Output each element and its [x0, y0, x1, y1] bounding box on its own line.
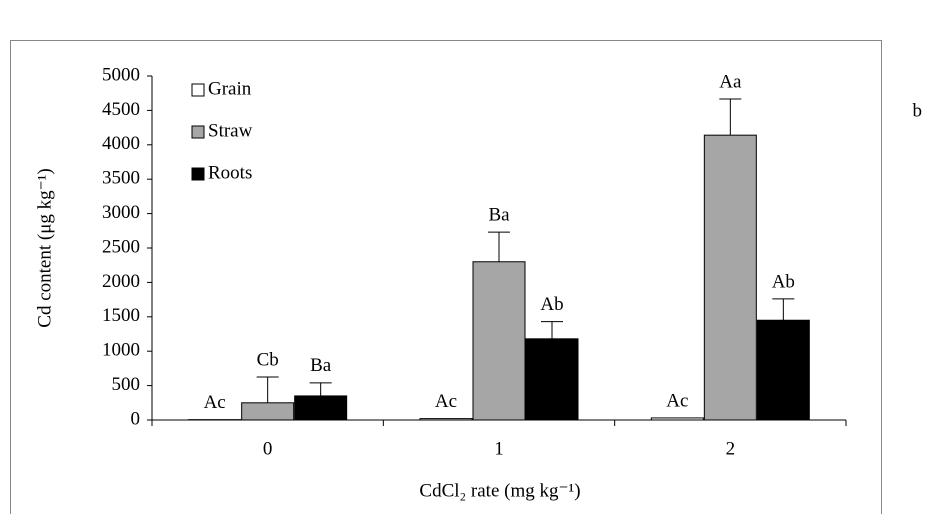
significance-letter: Cb — [257, 349, 279, 370]
significance-letter: Ac — [204, 392, 226, 413]
panel-label: b — [913, 100, 923, 121]
x-tick-label: 1 — [494, 438, 504, 459]
bar — [295, 396, 347, 420]
error-bar — [541, 322, 563, 339]
significance-letter: Aa — [719, 71, 742, 92]
bar — [242, 403, 294, 420]
legend-swatch — [192, 84, 204, 96]
significance-letter: Ab — [540, 294, 563, 315]
chart: b CdCl₂ rate (mg kg⁻¹) Cd content (μg kg… — [0, 0, 928, 514]
significance-letter: Ba — [488, 205, 510, 226]
significance-letter: Ac — [666, 390, 688, 411]
bar — [757, 320, 809, 420]
legend-label: Roots — [208, 162, 252, 183]
error-bar — [772, 299, 794, 320]
bar — [704, 135, 756, 420]
legend-swatch — [192, 126, 204, 138]
error-bar — [488, 232, 510, 262]
bar — [651, 418, 703, 420]
y-tick-label: 3500 — [102, 168, 140, 189]
x-axis-label: CdCl₂ rate (mg kg⁻¹) — [419, 480, 580, 501]
y-tick-label: 1000 — [102, 340, 140, 361]
y-tick-label: 4500 — [102, 99, 140, 120]
y-tick-label: 1500 — [102, 305, 140, 326]
bar — [473, 262, 525, 420]
legend-label: Grain — [208, 78, 252, 99]
x-tick-label: 2 — [726, 438, 736, 459]
y-tick-label: 0 — [131, 408, 141, 429]
bar — [420, 419, 472, 420]
error-bar — [257, 377, 279, 403]
y-axis-label: Cd content (μg kg⁻¹) — [34, 168, 55, 327]
legend-label: Straw — [208, 120, 253, 141]
y-tick-label: 4000 — [102, 133, 140, 154]
page: {"chart_data": {"type": "bar", "panel_la… — [0, 0, 928, 514]
significance-letter: Ba — [310, 355, 332, 376]
y-tick-label: 5000 — [102, 64, 140, 85]
x-tick-label: 0 — [263, 438, 273, 459]
bar — [526, 339, 578, 420]
legend-swatch — [192, 168, 204, 180]
error-bar — [719, 99, 741, 135]
significance-letter: Ab — [772, 271, 795, 292]
significance-letter: Ac — [435, 391, 457, 412]
y-tick-label: 2500 — [102, 236, 140, 257]
error-bar — [310, 383, 332, 396]
y-tick-label: 2000 — [102, 271, 140, 292]
y-tick-label: 3000 — [102, 202, 140, 223]
y-tick-label: 500 — [112, 374, 141, 395]
